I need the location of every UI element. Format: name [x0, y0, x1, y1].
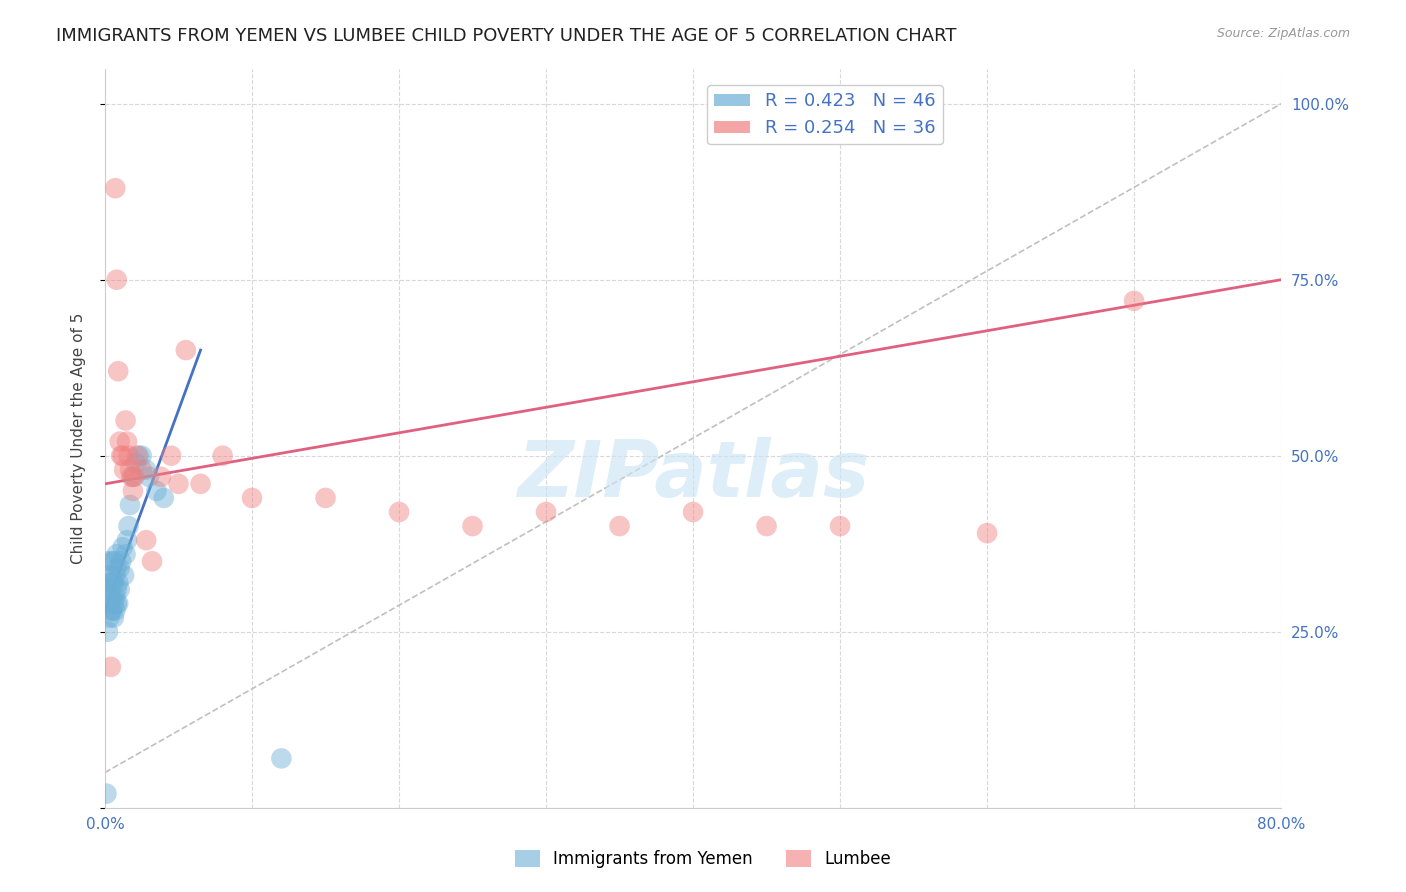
Point: [118, 463, 141, 477]
Point: [108, 434, 131, 449]
Point: [117, 449, 139, 463]
Point: [107, 575, 129, 590]
Point: [107, 597, 129, 611]
Point: [104, 603, 127, 617]
Point: [828, 519, 851, 533]
Point: [149, 470, 172, 484]
Point: [240, 491, 263, 505]
Point: [609, 519, 631, 533]
Point: [270, 751, 292, 765]
Point: [112, 568, 135, 582]
Point: [976, 526, 998, 541]
Point: [104, 590, 127, 604]
Point: [101, 554, 124, 568]
Point: [107, 364, 129, 378]
Point: [141, 554, 163, 568]
Point: [138, 470, 160, 484]
Point: [534, 505, 557, 519]
Point: [112, 463, 135, 477]
Point: [167, 476, 190, 491]
Point: [145, 483, 167, 498]
Point: [131, 463, 153, 477]
Point: [100, 660, 122, 674]
Point: [1123, 293, 1146, 308]
Point: [110, 554, 132, 568]
Point: [125, 456, 148, 470]
Point: [152, 491, 174, 505]
Point: [127, 449, 149, 463]
Point: [101, 575, 124, 590]
Point: [122, 470, 145, 484]
Point: [135, 533, 157, 548]
Point: [120, 470, 142, 484]
Point: [98, 597, 121, 611]
Point: [160, 449, 183, 463]
Legend: R = 0.423   N = 46, R = 0.254   N = 36: R = 0.423 N = 46, R = 0.254 N = 36: [707, 85, 943, 145]
Point: [115, 434, 138, 449]
Point: [105, 273, 128, 287]
Point: [101, 603, 124, 617]
Point: [128, 449, 150, 463]
Point: [100, 575, 122, 590]
Point: [388, 505, 411, 519]
Point: [131, 449, 153, 463]
Point: [97, 624, 120, 639]
Point: [124, 470, 146, 484]
Point: [114, 547, 136, 561]
Text: Source: ZipAtlas.com: Source: ZipAtlas.com: [1216, 27, 1350, 40]
Point: [118, 498, 141, 512]
Point: [98, 610, 121, 624]
Point: [98, 568, 121, 582]
Point: [98, 582, 121, 597]
Point: [96, 787, 118, 801]
Point: [105, 561, 128, 575]
Point: [111, 449, 134, 463]
Point: [100, 590, 122, 604]
Point: [755, 519, 778, 533]
Point: [211, 449, 233, 463]
Point: [110, 449, 132, 463]
Point: [105, 547, 128, 561]
Point: [97, 554, 120, 568]
Point: [97, 582, 120, 597]
Point: [174, 343, 197, 357]
Point: [105, 597, 128, 611]
Point: [103, 610, 125, 624]
Point: [103, 554, 125, 568]
Point: [104, 181, 127, 195]
Point: [461, 519, 484, 533]
Legend: Immigrants from Yemen, Lumbee: Immigrants from Yemen, Lumbee: [508, 843, 898, 875]
Point: [122, 483, 145, 498]
Y-axis label: Child Poverty Under the Age of 5: Child Poverty Under the Age of 5: [72, 312, 86, 564]
Point: [103, 575, 125, 590]
Point: [105, 582, 128, 597]
Point: [108, 582, 131, 597]
Text: ZIPatlas: ZIPatlas: [517, 437, 869, 513]
Point: [315, 491, 337, 505]
Point: [117, 519, 139, 533]
Point: [682, 505, 704, 519]
Point: [190, 476, 212, 491]
Point: [114, 413, 136, 427]
Point: [104, 568, 127, 582]
Point: [103, 597, 125, 611]
Point: [100, 603, 122, 617]
Point: [115, 533, 138, 548]
Point: [135, 463, 157, 477]
Text: IMMIGRANTS FROM YEMEN VS LUMBEE CHILD POVERTY UNDER THE AGE OF 5 CORRELATION CHA: IMMIGRANTS FROM YEMEN VS LUMBEE CHILD PO…: [56, 27, 956, 45]
Point: [111, 540, 134, 554]
Point: [108, 561, 131, 575]
Point: [101, 590, 124, 604]
